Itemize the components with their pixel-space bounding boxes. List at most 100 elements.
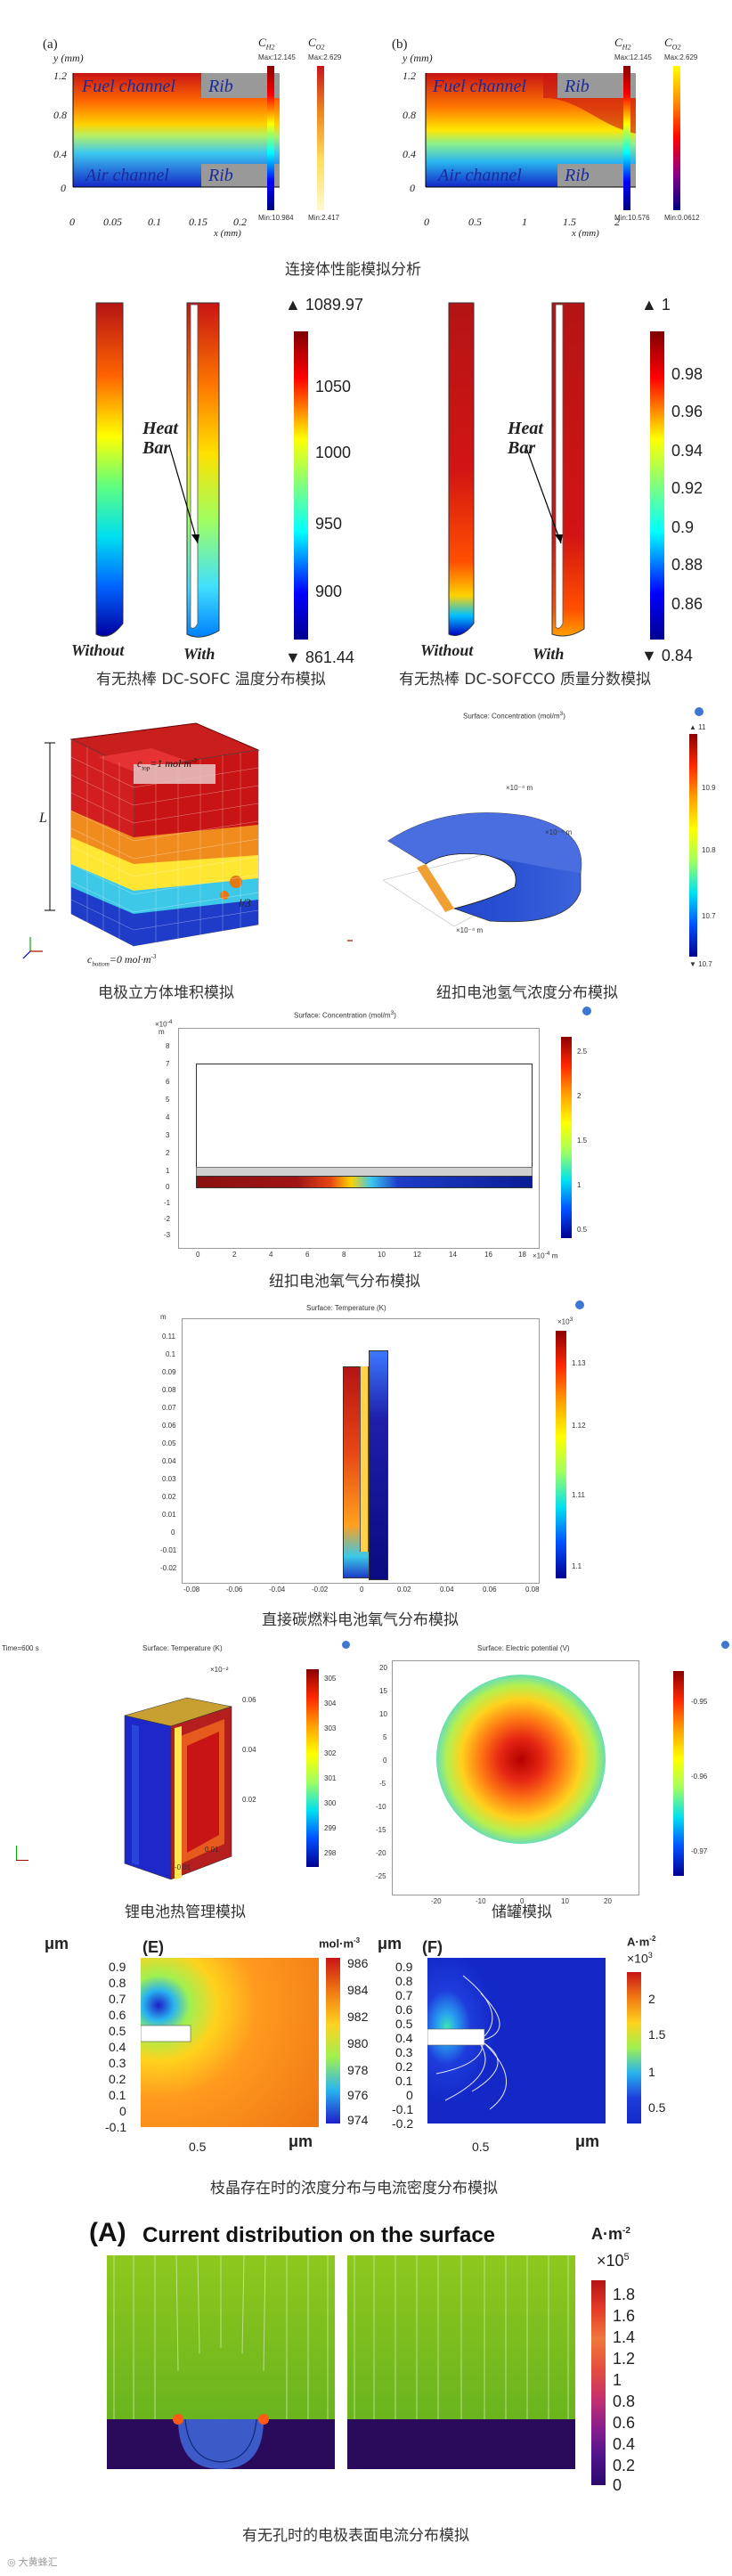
dcfc-cb-tick-0: 1.13 [572, 1359, 586, 1367]
oxygen-title: Surface: Concentration (mol/m3) [294, 1010, 396, 1020]
panel-a-rib-bottom [201, 164, 280, 187]
caption-connector: 连接体性能模拟分析 [285, 261, 421, 279]
panel-b-cb1-max: Max:12.145 [614, 53, 652, 61]
co-cb-tick-6: 0.86 [671, 595, 704, 613]
panel-a-label: (a) [43, 37, 58, 52]
panel-a-ytick-0: 1.2 [53, 69, 67, 82]
temp-cb-tick-0: 1050 [315, 378, 352, 395]
oxygen-ytick-11: -3 [164, 1231, 171, 1239]
cube-length-label: L [39, 811, 47, 826]
battery-cb-tick-6: 299 [324, 1824, 337, 1832]
battery-axis-triad [11, 1846, 30, 1865]
caption-coin-o2: 纽扣电池氧气分布模拟 [269, 1273, 420, 1291]
panel-f-cb-unit: A·m-2 [627, 1935, 656, 1949]
panel-a-plot [72, 73, 280, 188]
figure-cube-and-coin: L ctop=1 mol·m-3 l/3 cbottom=0 mol·m-3 S… [0, 704, 732, 1007]
with-label-left: With [183, 645, 216, 663]
oxygen-xtick-4: 8 [342, 1251, 346, 1259]
oxygen-xtick-8: 16 [484, 1251, 492, 1259]
panel-e-ytick-8: 0.1 [109, 2088, 126, 2102]
oxygen-xtick-5: 10 [378, 1251, 386, 1259]
oxygen-y-exponent: ×10-4 [155, 1019, 173, 1029]
oxygen-colorbar [561, 1037, 572, 1238]
tank-ytick-9: -25 [376, 1872, 386, 1880]
panel-a-cb1-max: Max:12.145 [258, 53, 296, 61]
panel-a-cb1-title: CH2 [258, 36, 275, 52]
dcfc-cathode [369, 1350, 388, 1580]
oxygen-ytick-0: 8 [166, 1042, 170, 1050]
panel-e-xtick-0: 0.5 [189, 2140, 207, 2154]
panel-f-cb-tick-1: 1.5 [648, 2027, 666, 2042]
tank-ytick-1: 15 [379, 1687, 387, 1695]
comsol-logo-icon [721, 1641, 729, 1649]
dcfc-cb-tick-1: 1.12 [572, 1422, 586, 1430]
dcfc-electrolyte [360, 1366, 369, 1552]
dcfc-ytick-4: 0.07 [162, 1404, 176, 1412]
caption-dcfc-o2: 直接碳燃料电池氧气分布模拟 [262, 1611, 459, 1629]
oxygen-ytick-8: 0 [166, 1183, 170, 1191]
oxygen-xtick-1: 2 [232, 1251, 237, 1259]
tank-axes [392, 1660, 639, 1895]
current-cb-exponent: ×105 [597, 2252, 630, 2270]
tank-cb-tick-2: -0.97 [691, 1847, 708, 1855]
current-cb-tick-8: 0.2 [613, 2457, 636, 2474]
battery-front-face [124, 1715, 172, 1879]
battery-title: Surface: Temperature (K) [142, 1644, 223, 1652]
tank-cross-section [436, 1675, 606, 1844]
panel-f-ytick-3: 0.6 [395, 2002, 413, 2017]
cube-top-concentration: ctop=1 mol·m-3 [137, 757, 197, 772]
figure-dendrite: μm (E) 0.9 0.8 0.7 0.6 0.5 0.4 0.3 0.2 0… [0, 1924, 732, 2209]
tank-ytick-5: -5 [379, 1780, 386, 1788]
tank-ytick-4: 0 [383, 1757, 387, 1765]
panel-a-cb2-bar [317, 66, 324, 210]
battery-thermal-plot [124, 1697, 233, 1879]
dcfc-xtick-6: 0.04 [440, 1586, 454, 1594]
dcfc-cb-tick-3: 1.1 [572, 1562, 582, 1570]
dcfc-ytick-7: 0.04 [162, 1457, 176, 1465]
panel-a-cb1-min: Min:10.984 [258, 214, 294, 222]
panel-a-xtick-4: 0.2 [233, 216, 247, 228]
panel-b-xtick-1: 0.5 [468, 216, 482, 228]
panel-b-cb1-min: Min:10.576 [614, 214, 650, 222]
panel-e-ytick-0: 0.9 [109, 1960, 126, 1974]
dcfc-xtick-7: 0.06 [483, 1586, 497, 1594]
oxygen-ytick-3: 5 [166, 1096, 170, 1104]
figure-heat-bar-comparison: Heat Bar Without With ▲ 1089.97 1050 100… [0, 285, 732, 704]
dcfc-y-unit: m [160, 1313, 167, 1321]
panel-f-ytick-5: 0.4 [395, 2031, 413, 2045]
panel-a-ytick-1: 0.8 [53, 109, 67, 121]
oxygen-cb-tick-4: 0.5 [577, 1226, 588, 1234]
panel-b-cb1-bar [623, 66, 630, 210]
panel-b-x-axis-label: x (mm) [572, 228, 599, 239]
panel-e-ytick-3: 0.6 [109, 2008, 126, 2022]
heatbar-label-right: Heat Bar [508, 419, 543, 458]
oxygen-axes [178, 1028, 540, 1249]
figure-dcfc-oxygen: Surface: Temperature (K) m 0.11 0.1 0.09… [0, 1300, 732, 1639]
oxygen-ytick-10: -2 [164, 1215, 171, 1223]
cube-third-length: l/3 [239, 896, 251, 909]
co-colorbar [650, 331, 664, 640]
figure-current-distribution: (A) Current distribution on the surface … [0, 2209, 732, 2576]
oxygen-cathode [196, 1176, 533, 1188]
dcfc-ytick-10: 0.01 [162, 1511, 176, 1519]
current-cb-tick-6: 0.6 [613, 2414, 636, 2432]
dcfc-ytick-8: 0.03 [162, 1475, 176, 1483]
co-cb-tick-5: 0.88 [671, 556, 704, 574]
panel-f-ytick-4: 0.5 [395, 2017, 413, 2031]
panel-a-rib-top-label: Rib [208, 77, 233, 96]
tank-ytick-2: 10 [379, 1710, 387, 1718]
panel-e-ytick-4: 0.5 [109, 2024, 126, 2038]
dcfc-ytick-5: 0.06 [162, 1422, 176, 1430]
panel-f-ytick-1: 0.8 [395, 1974, 413, 1988]
panel-b-ytick-1: 0.8 [403, 109, 416, 121]
panel-a-xtick-0: 0 [69, 216, 75, 228]
coin-cb-max: ▲ 11 [689, 723, 706, 731]
oxygen-xtick-3: 6 [305, 1251, 310, 1259]
co-cb-tick-4: 0.9 [671, 518, 695, 536]
panel-a-xtick-2: 0.1 [148, 216, 161, 228]
co-cb-tick-0: 0.98 [671, 365, 704, 383]
panel-e-cb-unit: mol·m-3 [319, 1936, 361, 1951]
current-cb-tick-5: 0.8 [613, 2393, 636, 2410]
panel-f-ytick-10: -0.1 [392, 2102, 414, 2116]
temp-cb-tick-1: 1000 [315, 444, 352, 461]
